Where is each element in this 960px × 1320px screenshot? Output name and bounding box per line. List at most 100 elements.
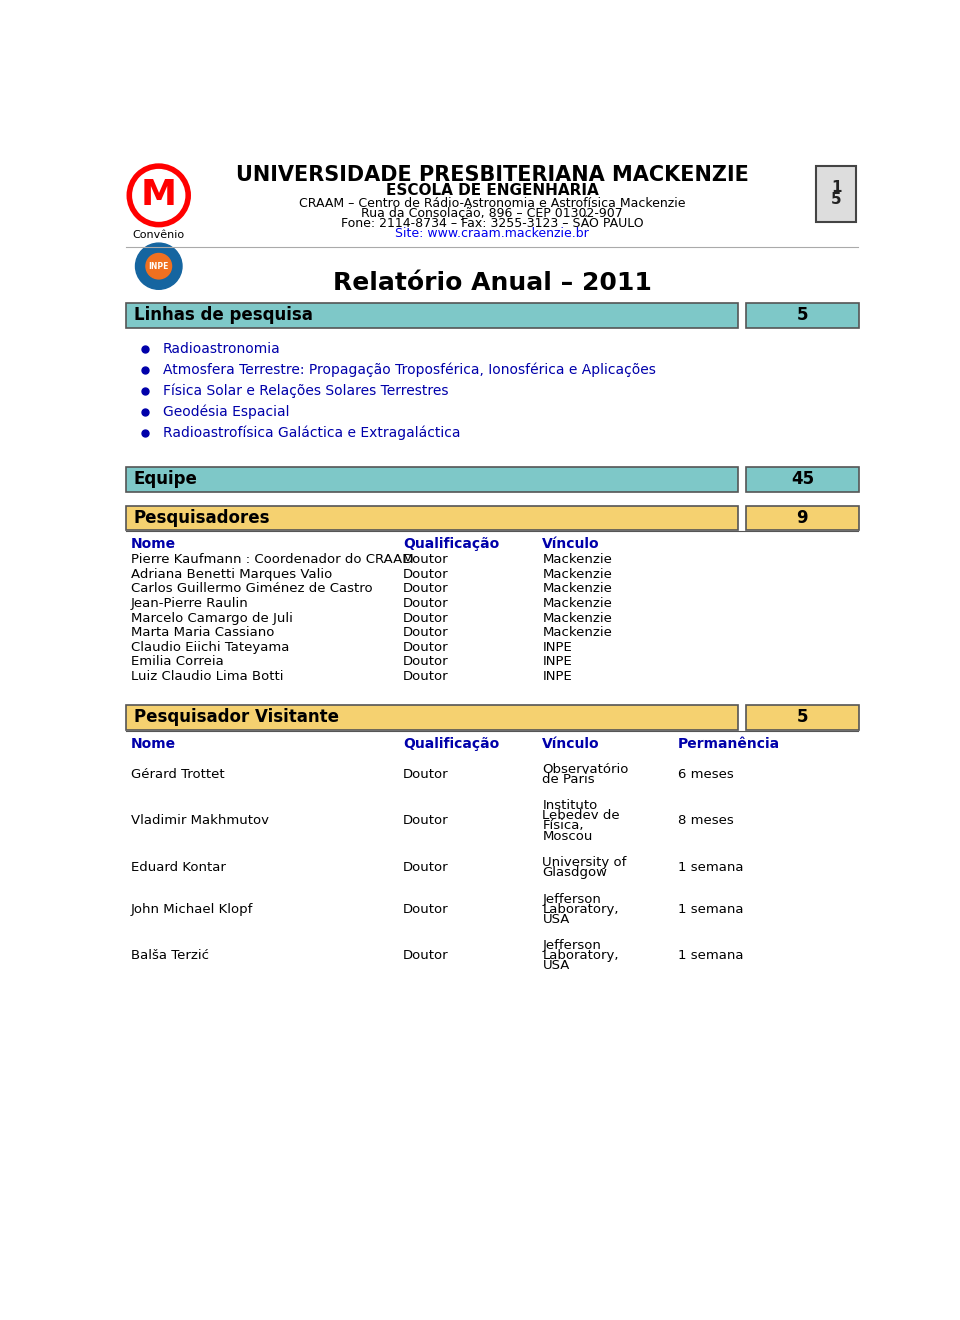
Text: Jean-Pierre Raulin: Jean-Pierre Raulin [131,597,249,610]
Text: de Paris: de Paris [542,774,595,785]
Bar [126,467,738,492]
Text: Doutor: Doutor [403,568,448,581]
Text: Marta Maria Cassiano: Marta Maria Cassiano [131,626,275,639]
Text: Vladimir Makhmutov: Vladimir Makhmutov [131,814,269,828]
Text: Adriana Benetti Marques Valio: Adriana Benetti Marques Valio [131,568,332,581]
Text: Mackenzie: Mackenzie [542,553,612,566]
Text: 1 semana: 1 semana [678,949,743,962]
Text: Qualificação: Qualificação [403,537,499,552]
Text: Balša Terzić: Balša Terzić [131,949,209,962]
Text: Doutor: Doutor [403,611,448,624]
Text: Doutor: Doutor [403,814,448,828]
Text: Doutor: Doutor [403,671,448,684]
Text: Mackenzie: Mackenzie [542,626,612,639]
Text: INPE: INPE [149,261,169,271]
Text: Radioastronomia: Radioastronomia [162,342,280,356]
Text: Moscou: Moscou [542,829,592,842]
Text: Doutor: Doutor [403,640,448,653]
Text: Doutor: Doutor [403,903,448,916]
Text: Qualificação: Qualificação [403,737,499,751]
Text: 5: 5 [830,193,841,207]
Text: 45: 45 [791,470,814,488]
Circle shape [130,166,188,224]
Bar [816,166,856,222]
Text: Claudio Eiichi Tateyama: Claudio Eiichi Tateyama [131,640,289,653]
Text: 1 semana: 1 semana [678,903,743,916]
Bar [126,304,738,327]
Circle shape [146,253,172,279]
Text: CRAAM – Centro de Rádio-Astronomia e Astrofísica Mackenzie: CRAAM – Centro de Rádio-Astronomia e Ast… [299,197,685,210]
Text: Jefferson: Jefferson [542,939,601,952]
Text: Radioastrofísica Galáctica e Extragaláctica: Radioastrofísica Galáctica e Extragaláct… [162,425,460,440]
Text: Linhas de pesquisa: Linhas de pesquisa [134,306,313,325]
Text: Pesquisador Visitante: Pesquisador Visitante [134,709,339,726]
Text: Nome: Nome [131,537,176,552]
Text: ESCOLA DE ENGENHARIA: ESCOLA DE ENGENHARIA [386,183,598,198]
Text: USA: USA [542,958,569,972]
Text: Física Solar e Relações Solares Terrestres: Física Solar e Relações Solares Terrestr… [162,384,448,399]
Text: Emilia Correia: Emilia Correia [131,656,224,668]
Text: John Michael Klopf: John Michael Klopf [131,903,253,916]
Text: Doutor: Doutor [403,582,448,595]
Text: Mackenzie: Mackenzie [542,568,612,581]
Bar [746,304,858,327]
Text: INPE: INPE [542,671,572,684]
Text: Relatório Anual – 2011: Relatório Anual – 2011 [332,271,652,296]
Text: 8 meses: 8 meses [678,814,733,828]
Text: Vínculo: Vínculo [542,537,600,552]
Text: Nome: Nome [131,737,176,751]
Text: Pierre Kaufmann : Coordenador do CRAAM: Pierre Kaufmann : Coordenador do CRAAM [131,553,414,566]
Text: Equipe: Equipe [134,470,198,488]
Text: 1: 1 [830,180,841,195]
Text: UNIVERSIDADE PRESBITERIANA MACKENZIE: UNIVERSIDADE PRESBITERIANA MACKENZIE [235,165,749,185]
Text: 9: 9 [797,510,808,527]
Text: INPE: INPE [542,656,572,668]
Text: INPE: INPE [542,640,572,653]
Text: Doutor: Doutor [403,626,448,639]
Text: University of: University of [542,857,627,869]
Text: 5: 5 [797,306,808,325]
Text: Eduard Kontar: Eduard Kontar [131,861,226,874]
Bar [746,467,858,492]
Text: 5: 5 [797,709,808,726]
Text: Doutor: Doutor [403,597,448,610]
Circle shape [135,243,182,289]
Text: 1 semana: 1 semana [678,861,743,874]
Text: Doutor: Doutor [403,861,448,874]
Bar [126,705,738,730]
Bar [126,506,738,531]
Text: Física,: Física, [542,820,584,833]
Text: Instituto: Instituto [542,800,598,813]
Text: M: M [141,178,177,213]
Text: Permanência: Permanência [678,737,780,751]
Bar [746,506,858,531]
Bar [746,705,858,730]
Text: Mackenzie: Mackenzie [542,597,612,610]
Text: Glasdgow: Glasdgow [542,866,608,879]
Text: Lebedev de: Lebedev de [542,809,620,822]
Text: Doutor: Doutor [403,949,448,962]
Text: Laboratory,: Laboratory, [542,949,619,962]
Text: Doutor: Doutor [403,553,448,566]
Text: Atmosfera Terrestre: Propagação Troposférica, Ionosférica e Aplicações: Atmosfera Terrestre: Propagação Troposfé… [162,363,656,378]
Text: Gérard Trottet: Gérard Trottet [131,768,225,781]
Text: Vínculo: Vínculo [542,737,600,751]
Text: Site: www.craam.mackenzie.br: Site: www.craam.mackenzie.br [396,227,588,240]
Text: Pesquisadores: Pesquisadores [134,510,271,527]
Text: 6 meses: 6 meses [678,768,733,781]
Text: Observatório: Observatório [542,763,629,776]
Text: Carlos Guillermo Giménez de Castro: Carlos Guillermo Giménez de Castro [131,582,372,595]
Text: Fone: 2114-8734 – Fax: 3255-3123 – SÃO PAULO: Fone: 2114-8734 – Fax: 3255-3123 – SÃO P… [341,216,643,230]
Text: Mackenzie: Mackenzie [542,611,612,624]
Text: Geodésia Espacial: Geodésia Espacial [162,404,289,418]
Text: Laboratory,: Laboratory, [542,903,619,916]
Text: Mackenzie: Mackenzie [542,582,612,595]
Text: USA: USA [542,912,569,925]
Text: Doutor: Doutor [403,768,448,781]
Text: Luiz Claudio Lima Botti: Luiz Claudio Lima Botti [131,671,283,684]
Text: Rua da Consolação, 896 – CEP 01302-907: Rua da Consolação, 896 – CEP 01302-907 [361,206,623,219]
Text: Doutor: Doutor [403,656,448,668]
Text: Jefferson: Jefferson [542,892,601,906]
Text: Convênio: Convênio [132,231,185,240]
Text: Marcelo Camargo de Juli: Marcelo Camargo de Juli [131,611,293,624]
